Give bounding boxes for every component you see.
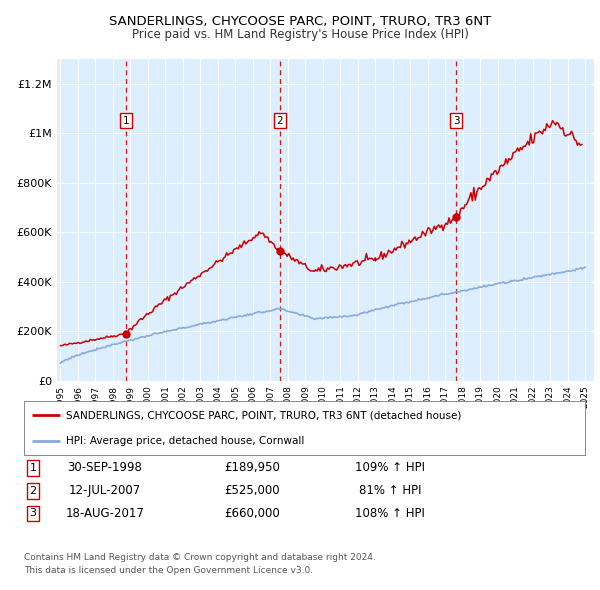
Text: 18-AUG-2017: 18-AUG-2017 <box>65 507 145 520</box>
Text: SANDERLINGS, CHYCOOSE PARC, POINT, TRURO, TR3 6NT: SANDERLINGS, CHYCOOSE PARC, POINT, TRURO… <box>109 15 491 28</box>
Text: HPI: Average price, detached house, Cornwall: HPI: Average price, detached house, Corn… <box>66 435 304 445</box>
Text: 108% ↑ HPI: 108% ↑ HPI <box>355 507 425 520</box>
Text: SANDERLINGS, CHYCOOSE PARC, POINT, TRURO, TR3 6NT (detached house): SANDERLINGS, CHYCOOSE PARC, POINT, TRURO… <box>66 411 461 421</box>
Text: 12-JUL-2007: 12-JUL-2007 <box>69 484 141 497</box>
Text: 3: 3 <box>29 509 37 518</box>
Text: £525,000: £525,000 <box>224 484 280 497</box>
Text: 30-SEP-1998: 30-SEP-1998 <box>68 461 142 474</box>
Text: 2: 2 <box>277 116 283 126</box>
Text: Contains HM Land Registry data © Crown copyright and database right 2024.: Contains HM Land Registry data © Crown c… <box>24 553 376 562</box>
Text: Price paid vs. HM Land Registry's House Price Index (HPI): Price paid vs. HM Land Registry's House … <box>131 28 469 41</box>
Text: 81% ↑ HPI: 81% ↑ HPI <box>359 484 421 497</box>
Text: 2: 2 <box>29 486 37 496</box>
Text: 1: 1 <box>29 463 37 473</box>
Text: 109% ↑ HPI: 109% ↑ HPI <box>355 461 425 474</box>
Text: £660,000: £660,000 <box>224 507 280 520</box>
Text: This data is licensed under the Open Government Licence v3.0.: This data is licensed under the Open Gov… <box>24 566 313 575</box>
Text: 3: 3 <box>453 116 460 126</box>
Text: 1: 1 <box>123 116 130 126</box>
Text: £189,950: £189,950 <box>224 461 280 474</box>
